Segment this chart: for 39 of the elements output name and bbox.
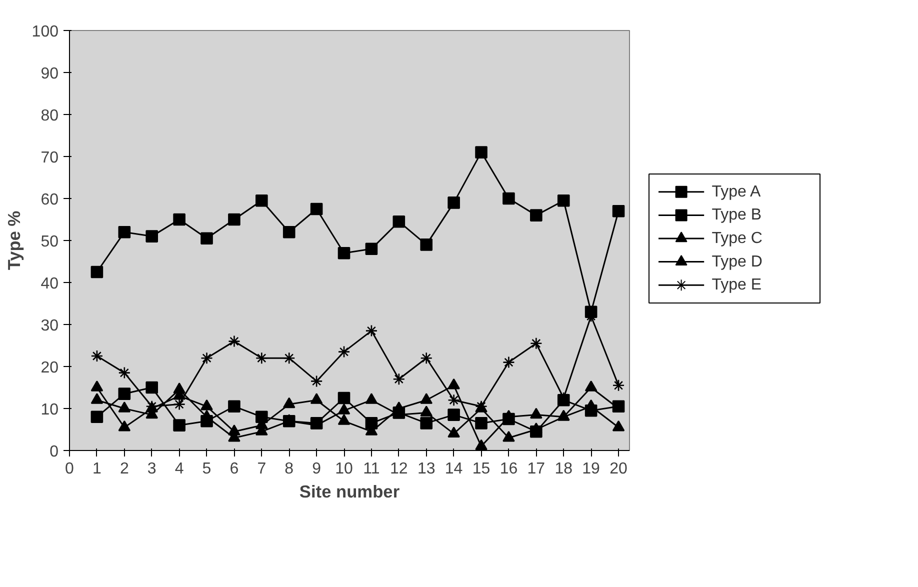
y-tick-label: 40 [40,276,59,292]
x-tick-label: 4 [174,460,184,478]
x-tick-label: 18 [554,460,573,478]
y-tick-label: 10 [40,402,59,418]
x-tick-label: 7 [257,460,266,478]
legend-label: Type C [712,230,762,247]
y-tick-label: 70 [40,150,59,166]
legend-label: Type D [712,253,762,270]
y-tick-label: 20 [40,360,59,376]
x-tick-label: 0 [65,460,74,478]
x-tick-label: 12 [390,460,408,478]
x-tick-label: 17 [527,460,546,478]
y-tick-label: 0 [50,444,59,460]
x-tick-label: 16 [500,460,518,478]
legend-label: Type B [712,206,762,224]
x-tick-label: 3 [147,460,156,478]
y-tick-label: 90 [40,66,59,82]
legend-label: Type E [712,276,762,294]
x-tick-label: 1 [92,460,102,478]
legend-label: Type A [712,183,761,200]
x-tick-label: 19 [582,460,600,478]
x-tick-label: 14 [444,460,463,478]
y-tick-label: 80 [40,108,59,124]
x-tick-label: 13 [417,460,436,478]
x-tick-label: 10 [335,460,354,478]
x-tick-label: 5 [202,460,212,478]
x-tick-label: 6 [230,460,239,478]
y-tick-label: 50 [40,234,59,250]
y-tick-label: 60 [40,192,59,208]
x-tick-label: 20 [610,460,628,478]
y-tick-label: 30 [40,318,59,334]
x-tick-label: 8 [284,460,294,478]
x-tick-label: 2 [120,460,129,478]
x-tick-label: 15 [472,460,490,478]
y-tick-label: 100 [32,24,59,40]
x-tick-label: 9 [312,460,322,478]
y-axis-title: Type % [4,210,24,270]
x-tick-label: 11 [363,460,380,478]
x-axis-title: Site number [299,482,400,502]
